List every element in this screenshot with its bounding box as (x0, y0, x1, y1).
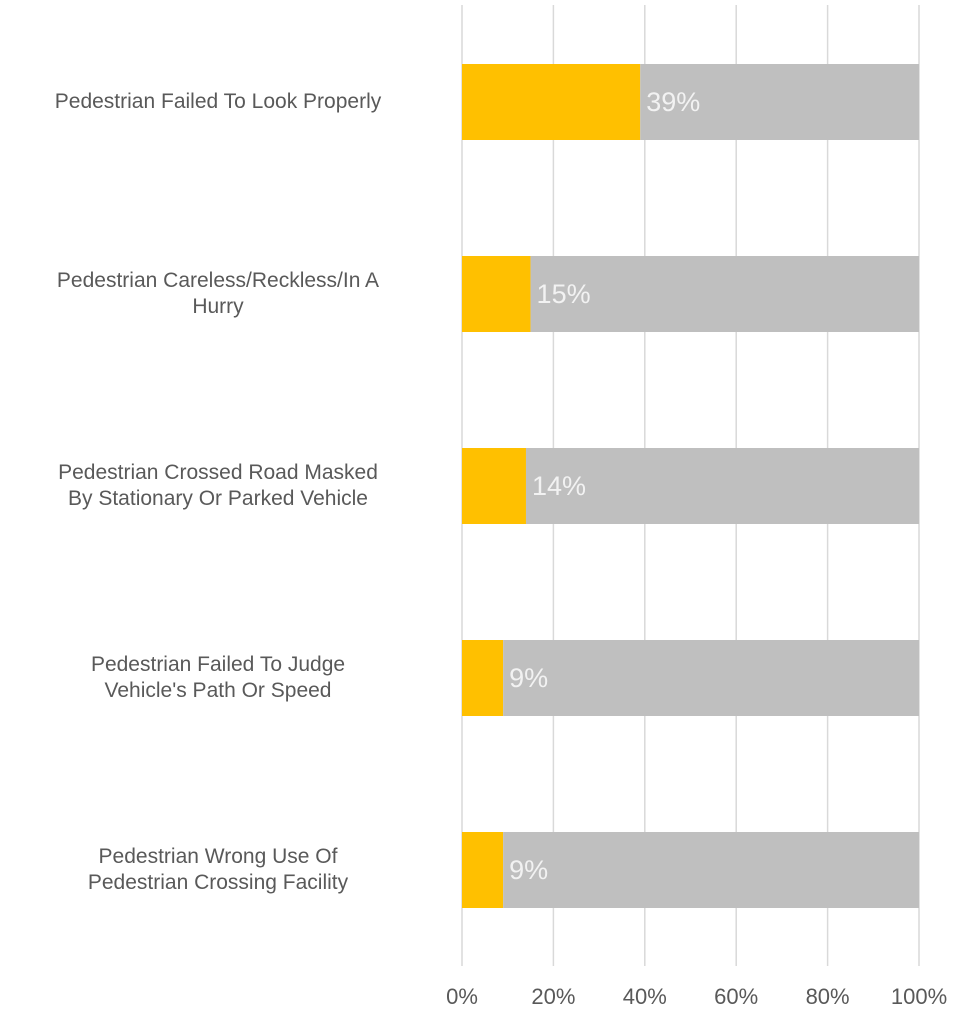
bar-segment (462, 640, 504, 716)
bar-segment (462, 832, 504, 908)
data-label: 9% (509, 663, 548, 693)
bar-segment (525, 448, 919, 524)
data-label: 15% (537, 279, 591, 309)
category-label: Pedestrian Careless/Reckless/In A Hurry (56, 269, 380, 318)
category-label: Pedestrian Wrong Use Of Pedestrian Cross… (87, 845, 349, 894)
x-tick-label: 100% (891, 984, 947, 1009)
x-tick-label: 60% (714, 984, 758, 1009)
bar-segment (462, 256, 531, 332)
bar-segment (503, 640, 919, 716)
category-label: Pedestrian Failed To Look Properly (54, 90, 382, 113)
category-label: Pedestrian Failed To Judge Vehicle's Pat… (90, 653, 346, 702)
data-label: 9% (509, 855, 548, 885)
bar-segment (530, 256, 919, 332)
bar-segment (640, 64, 919, 140)
data-label: 39% (646, 87, 700, 117)
x-tick-label: 20% (531, 984, 575, 1009)
category-label: Pedestrian Crossed Road Masked By Statio… (58, 461, 378, 510)
x-tick-label: 40% (623, 984, 667, 1009)
data-label: 14% (532, 471, 586, 501)
bar-segment (503, 832, 919, 908)
x-tick-label: 0% (446, 984, 478, 1009)
bar-segment (462, 448, 526, 524)
bar-segment (462, 64, 641, 140)
x-tick-label: 80% (806, 984, 850, 1009)
